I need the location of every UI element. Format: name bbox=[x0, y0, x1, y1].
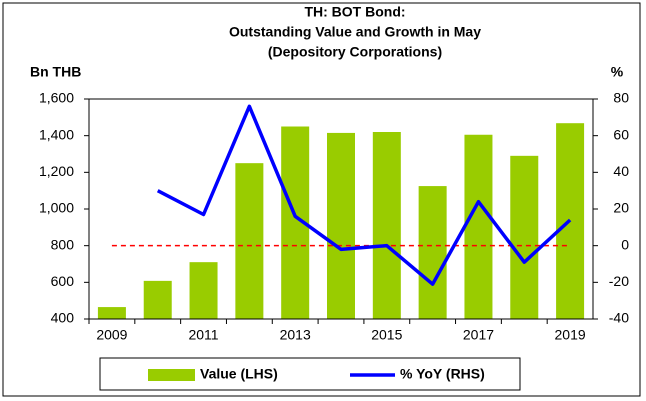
chart-border bbox=[2, 2, 641, 397]
legend-label: % YoY (RHS) bbox=[400, 366, 485, 382]
y-tick-label: 800 bbox=[51, 236, 75, 252]
y2-tick-label: 60 bbox=[613, 126, 629, 142]
y2-tick-label: 80 bbox=[613, 90, 629, 106]
y-tick-label: 1,400 bbox=[39, 126, 74, 142]
bar bbox=[464, 134, 493, 319]
y-tick-label: 1,000 bbox=[39, 200, 74, 216]
legend-swatch bbox=[148, 369, 195, 381]
x-tick-label: 2015 bbox=[371, 327, 402, 343]
y2-tick-label: -40 bbox=[609, 310, 629, 326]
x-tick-label: 2011 bbox=[188, 327, 218, 343]
x-tick-label: 2009 bbox=[96, 327, 127, 343]
y2-axis-label: % bbox=[611, 64, 624, 80]
bar bbox=[372, 132, 401, 319]
y-tick-label: 1,600 bbox=[39, 90, 74, 106]
bar bbox=[235, 163, 264, 319]
x-tick-label: 2019 bbox=[555, 327, 586, 343]
legend-label: Value (LHS) bbox=[200, 366, 278, 382]
y-axis-label: Bn THB bbox=[30, 64, 81, 80]
y2-tick-label: -20 bbox=[609, 273, 629, 289]
chart-title: (Depository Corporations) bbox=[268, 44, 442, 60]
bar bbox=[418, 186, 447, 319]
y-tick-label: 600 bbox=[51, 273, 75, 289]
y-tick-label: 400 bbox=[51, 310, 75, 326]
x-tick-label: 2013 bbox=[280, 327, 311, 343]
y2-tick-label: 0 bbox=[621, 236, 629, 252]
bar bbox=[189, 262, 218, 319]
bar bbox=[143, 280, 172, 319]
chart-title: TH: BOT Bond: bbox=[304, 4, 405, 20]
bar bbox=[97, 307, 126, 319]
line-series bbox=[156, 104, 572, 286]
legend-box bbox=[99, 357, 521, 391]
y-tick-label: 1,200 bbox=[39, 163, 74, 179]
y2-tick-label: 20 bbox=[613, 200, 629, 216]
bar bbox=[510, 155, 539, 319]
x-tick-label: 2017 bbox=[463, 327, 494, 343]
chart-title: Outstanding Value and Growth in May bbox=[229, 24, 481, 40]
bar bbox=[327, 132, 355, 319]
y2-tick-label: 40 bbox=[613, 163, 629, 179]
